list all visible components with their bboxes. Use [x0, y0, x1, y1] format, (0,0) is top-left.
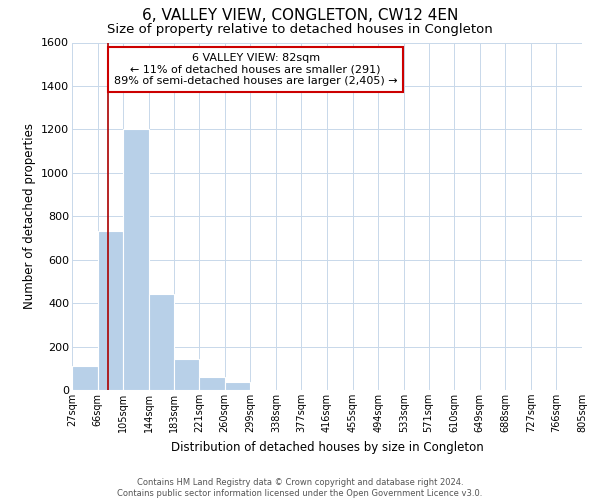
Text: 6 VALLEY VIEW: 82sqm
← 11% of detached houses are smaller (291)
89% of semi-deta: 6 VALLEY VIEW: 82sqm ← 11% of detached h…: [114, 53, 397, 86]
Bar: [123, 130, 149, 390]
Bar: [72, 366, 98, 390]
Text: Size of property relative to detached houses in Congleton: Size of property relative to detached ho…: [107, 22, 493, 36]
Y-axis label: Number of detached properties: Number of detached properties: [23, 123, 35, 309]
Bar: [174, 358, 199, 390]
Text: Contains HM Land Registry data © Crown copyright and database right 2024.
Contai: Contains HM Land Registry data © Crown c…: [118, 478, 482, 498]
Bar: [149, 294, 174, 390]
Bar: [199, 377, 225, 390]
Bar: [98, 232, 123, 390]
Text: 6, VALLEY VIEW, CONGLETON, CW12 4EN: 6, VALLEY VIEW, CONGLETON, CW12 4EN: [142, 8, 458, 22]
Bar: [225, 382, 250, 390]
X-axis label: Distribution of detached houses by size in Congleton: Distribution of detached houses by size …: [170, 440, 484, 454]
